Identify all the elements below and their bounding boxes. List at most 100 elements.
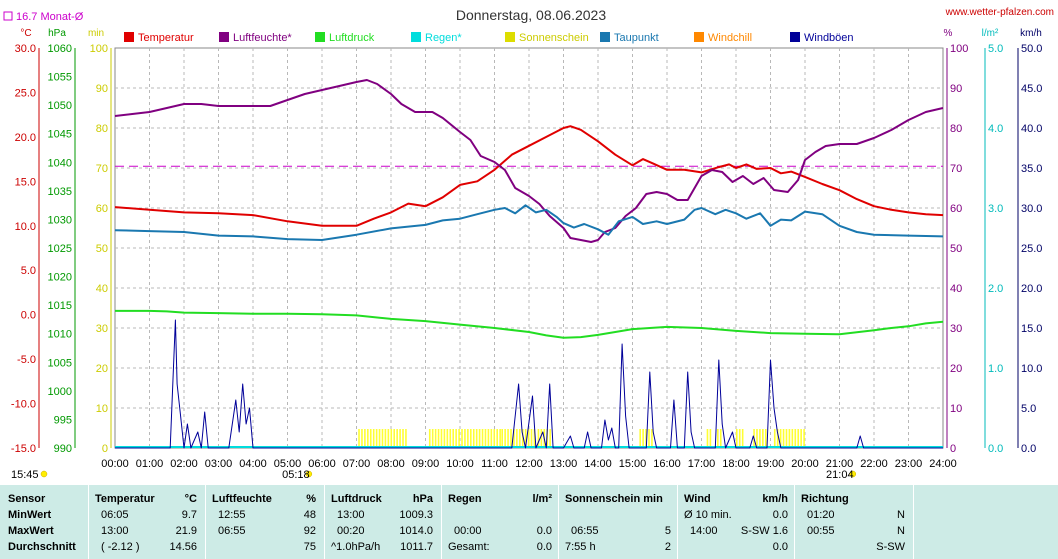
stats-col-regen: Regen l/m² 00:00 0.0 Gesamt: 0.0 (442, 485, 558, 559)
min-tick-label: 40 (96, 283, 108, 295)
stats-header-temperatur: Temperatur (95, 493, 155, 505)
sunshine-bar (797, 429, 800, 448)
stats-separator (324, 485, 325, 559)
sunshine-bar (717, 429, 719, 448)
legend-swatch (411, 32, 421, 42)
sunshine-bar (530, 429, 533, 448)
sunshine-bar (372, 429, 375, 448)
current-time-icon (40, 470, 48, 478)
temp-tick-label: 25.0 (15, 87, 36, 99)
sunshine-bar (764, 429, 767, 448)
legend-label: Luftfeuchte* (233, 32, 292, 44)
stats-luftdruck-min-value: 1009.3 (399, 509, 433, 521)
temp-tick-label: -5.0 (17, 354, 36, 366)
sunshine-bar (369, 429, 372, 448)
sunshine-bar (788, 429, 791, 448)
time-tick-label: 04:00 (239, 458, 267, 470)
sunshine-bar (782, 429, 785, 448)
wind-tick-label: 40.0 (1021, 123, 1042, 135)
sunshine-bar (399, 429, 401, 448)
hpa-tick-label: 1060 (48, 43, 72, 55)
sunshine-bar (431, 429, 434, 448)
stats-header-sensor: Sensor (8, 493, 46, 505)
stats-luftdruck-max-time: 00:20 (337, 525, 365, 537)
legend-label: Windböen (804, 32, 854, 44)
sunshine-bar (434, 429, 437, 448)
hpa-tick-label: 1020 (48, 272, 72, 284)
sunshine-bar (443, 429, 446, 448)
sunshine-bar (446, 429, 449, 448)
rain-tick-label: 3.0 (988, 203, 1003, 215)
hpa-tick-label: 1055 (48, 72, 72, 84)
stats-col-luftdruck: Luftdruck hPa 13:00 1009.3 00:20 1014.0 … (325, 485, 441, 559)
sunshine-bar (642, 429, 644, 448)
sunshine-bar (518, 429, 521, 448)
temp-tick-label: -15.0 (11, 443, 36, 455)
stats-temperatur-min-value: 9.7 (181, 509, 197, 521)
time-tick-label: 09:00 (412, 458, 440, 470)
legend-swatch (790, 32, 800, 42)
time-tick-label: 19:00 (757, 458, 785, 470)
min-tick-label: 100 (90, 43, 108, 55)
stats-col-wind: Wind km/h Ø 10 min. 0.0 14:00 S-SW 1.6 0… (678, 485, 794, 559)
stats-wind-total-value: 0.0 (772, 541, 788, 553)
stats-sonnenschein-avg-value: 2 (664, 541, 671, 553)
legend: Temperatur Luftfeuchte* Luftdruck Regen* Son… (124, 32, 854, 44)
wind-tick-label: 15.0 (1021, 323, 1042, 335)
chart-title: Donnerstag, 08.06.2023 (456, 7, 606, 23)
sunshine-bar (648, 429, 650, 448)
rain-tick-label: 1.0 (988, 363, 1003, 375)
time-tick-label: 07:00 (343, 458, 371, 470)
sunshine-bar (794, 429, 797, 448)
sunshine-bar (709, 429, 712, 448)
stats-luftfeuchte-min-time: 12:55 (218, 509, 246, 521)
sunshine-bar (499, 429, 501, 448)
sunshine-bar (467, 429, 469, 448)
time-tick-label: 11:00 (481, 458, 508, 470)
sunset-icon (849, 470, 857, 478)
legend-label: Taupunkt (614, 32, 659, 44)
time-tick-label: 12:00 (515, 458, 543, 470)
stats-unit-regen: l/m² (532, 493, 552, 505)
stats-luftdruck-min-time: 13:00 (337, 509, 365, 521)
stats-sonnenschein-max-time: 06:55 (571, 525, 599, 537)
stats-separator (441, 485, 442, 559)
sunshine-bar (762, 429, 764, 448)
sunshine-bar (375, 429, 378, 448)
stats-richtung-max-time: 00:55 (807, 525, 835, 537)
stats-table: Sensor MinWert MaxWert Durchschnitt Temp… (0, 485, 1058, 559)
sunshine-bar (639, 429, 641, 448)
sunshine-bar (521, 429, 524, 448)
stats-richtung-min-value: N (897, 509, 905, 521)
hpa-tick-label: 1000 (48, 386, 72, 398)
stats-temperatur-avg-note: ( -2.12 ) (101, 541, 140, 553)
min-tick-label: 10 (96, 403, 108, 415)
stats-col-sensor: Sensor MinWert MaxWert Durchschnitt (0, 485, 88, 559)
current-time-label: 15:45 (11, 469, 39, 481)
hpa-tick-label: 1050 (48, 100, 72, 112)
site-link[interactable]: www.wetter-pfalzen.com (945, 7, 1054, 18)
sunshine-bar (516, 429, 518, 448)
stats-wind-avg-label: Ø 10 min. (684, 509, 732, 521)
sunshine-bar (440, 429, 443, 448)
wind-tick-label: 45.0 (1021, 83, 1042, 95)
pct-tick-label: 40 (950, 283, 962, 295)
sunshine-bar (402, 429, 404, 448)
time-tick-label: 10:00 (446, 458, 474, 470)
stats-wind-max-value: S-SW 1.6 (740, 525, 788, 537)
rain-tick-label: 4.0 (988, 123, 1003, 135)
stats-header-wind: Wind (684, 493, 711, 505)
sunshine-bar (706, 429, 709, 448)
time-tick-label: 08:00 (377, 458, 405, 470)
min-tick-label: 0 (102, 443, 108, 455)
stats-luftdruck-avg-value: 1011.7 (400, 541, 433, 553)
stats-richtung-avg-value: S-SW (876, 541, 905, 553)
time-tick-label: 18:00 (722, 458, 750, 470)
stats-luftdruck-trend: ^1.0hPa/h (331, 541, 381, 553)
sunshine-bar (493, 429, 496, 448)
stats-col-luftfeuchte: Luftfeuchte % 12:55 48 06:55 92 75 (206, 485, 324, 559)
stats-unit-luftfeuchte: % (306, 493, 316, 505)
sunshine-bar (484, 429, 487, 448)
stats-luftfeuchte-max-time: 06:55 (218, 525, 246, 537)
sunshine-bar (759, 429, 761, 448)
